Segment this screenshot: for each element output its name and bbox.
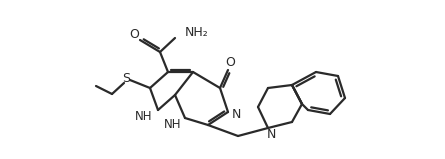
Text: NH₂: NH₂	[185, 27, 209, 39]
Text: NH: NH	[135, 111, 153, 124]
Text: N: N	[231, 107, 241, 121]
Text: O: O	[129, 28, 139, 41]
Text: NH: NH	[164, 118, 182, 131]
Text: S: S	[122, 72, 130, 84]
Text: O: O	[225, 56, 235, 69]
Text: N: N	[266, 128, 276, 141]
